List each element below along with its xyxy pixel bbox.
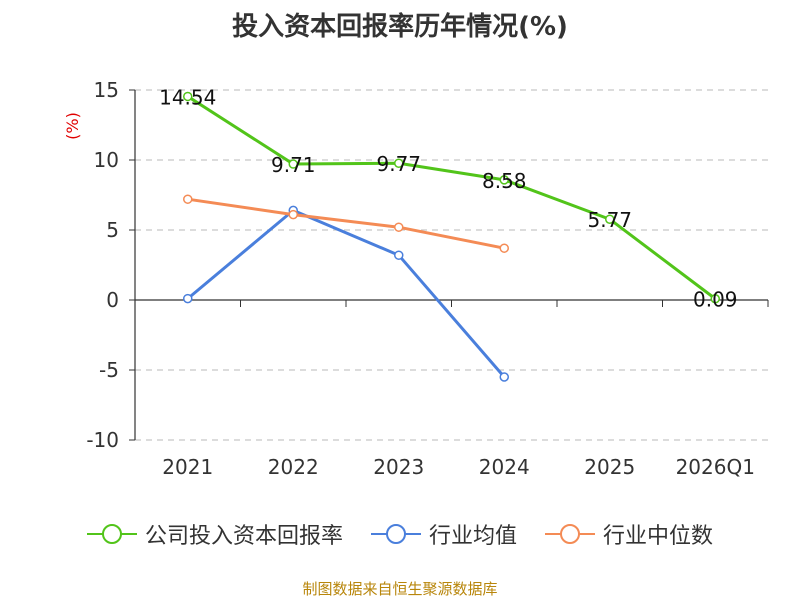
x-tick-label: 2022 xyxy=(268,455,319,479)
data-label: 9.77 xyxy=(376,152,421,176)
legend-label: 行业均值 xyxy=(428,524,517,549)
y-tick-label: 0 xyxy=(106,288,119,312)
data-point xyxy=(288,209,298,220)
data-label: 14.54 xyxy=(159,85,216,109)
data-point xyxy=(394,222,404,232)
data-point xyxy=(499,372,509,382)
x-tick-label: 2023 xyxy=(373,455,424,479)
legend-item[interactable]: 公司投入资本回报率 xyxy=(86,518,343,550)
data-label: 8.58 xyxy=(482,169,527,193)
series-line xyxy=(186,95,717,300)
y-tick-label: 10 xyxy=(94,148,119,172)
data-point xyxy=(394,158,404,168)
data-point xyxy=(288,159,298,169)
x-tick-label: 2025 xyxy=(584,455,635,479)
y-tick-label: -10 xyxy=(86,428,119,452)
legend-item[interactable]: 行业均值 xyxy=(370,518,517,550)
y-tick-label: 5 xyxy=(106,218,119,242)
legend: 公司投入资本回报率 行业均值 行业中位数 xyxy=(0,518,800,550)
data-point xyxy=(183,91,193,102)
y-tick-label: -5 xyxy=(99,358,119,382)
series-line xyxy=(186,208,506,378)
data-point xyxy=(499,243,509,253)
x-tick-label: 2021 xyxy=(162,455,213,479)
y-axis-label: (%) xyxy=(63,112,82,140)
data-point xyxy=(394,250,404,260)
data-label: 0.09 xyxy=(693,288,738,312)
data-point xyxy=(499,175,509,185)
data-labels: 14.54 9.71 9.77 8.58 5.77 0.09 xyxy=(159,85,737,311)
series-lines xyxy=(183,91,720,382)
data-point xyxy=(183,194,193,204)
series-line xyxy=(187,197,505,250)
source-note: 制图数据来自恒生聚源数据库 xyxy=(302,580,498,598)
legend-marker-icon xyxy=(86,524,137,544)
legend-marker-icon xyxy=(370,524,421,544)
legend-label: 公司投入资本回报率 xyxy=(144,524,343,549)
legend-label: 行业中位数 xyxy=(603,524,714,549)
data-point xyxy=(183,293,193,304)
x-tick-label: 2024 xyxy=(479,455,530,479)
legend-marker-icon xyxy=(545,524,595,544)
x-tick-label: 2026Q1 xyxy=(676,455,755,479)
legend-item[interactable]: 行业中位数 xyxy=(545,518,713,550)
axes: 15 10 5 0 -5 -10 (%) 2021 2022 2023 2024 2025 2026Q1 xyxy=(63,78,769,479)
chart-title: 投入资本回报率历年情况(%) xyxy=(232,12,568,42)
y-tick-label: 15 xyxy=(94,78,119,102)
data-point xyxy=(710,293,720,304)
data-label: 9.71 xyxy=(271,153,316,177)
data-label: 5.77 xyxy=(587,208,632,232)
data-point xyxy=(605,214,615,224)
